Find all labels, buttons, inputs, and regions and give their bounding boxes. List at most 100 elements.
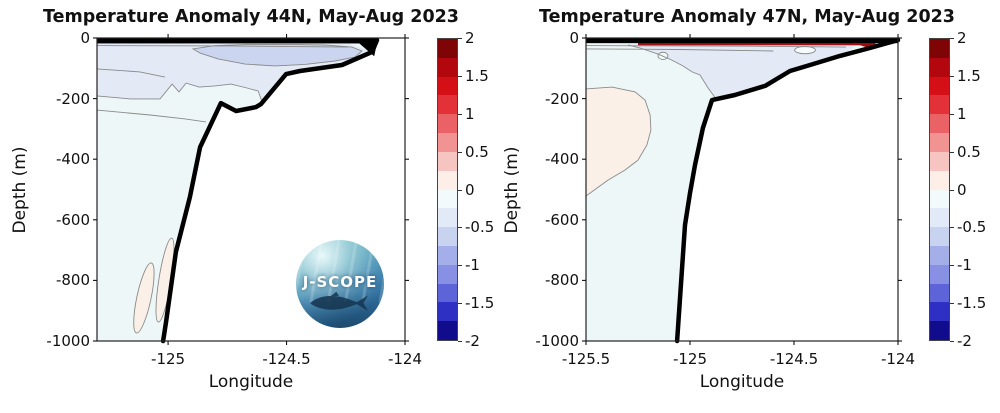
colorbar-tick-mark bbox=[950, 113, 954, 115]
colorbar-segment bbox=[930, 76, 949, 96]
colorbar-tick-label: 1 bbox=[957, 104, 967, 123]
colorbar-tick-mark bbox=[950, 341, 954, 342]
colorbar-segment bbox=[930, 283, 949, 303]
colorbar-tick-mark bbox=[458, 113, 462, 115]
colorbar-tick-label: -1 bbox=[957, 256, 972, 275]
bathymetry-line bbox=[160, 37, 380, 344]
colorbar-tick-label: 0 bbox=[465, 180, 475, 199]
colorbar-segment bbox=[930, 151, 949, 171]
colorbar-tick-mark bbox=[458, 189, 462, 191]
colorbar-tick-mark bbox=[950, 227, 954, 229]
colorbar-tick-label: -1 bbox=[465, 256, 480, 275]
colorbar-segment bbox=[930, 95, 949, 115]
y-tick-label: -1000 bbox=[46, 332, 90, 350]
colorbar-segment bbox=[438, 321, 457, 340]
anomaly-contour-ellipse bbox=[133, 262, 155, 334]
colorbar-tick-mark bbox=[950, 38, 954, 39]
contour-line bbox=[585, 86, 652, 197]
x-tick-label: -125 bbox=[672, 350, 708, 368]
x-axis-label-right: Longitude bbox=[699, 372, 785, 392]
colorbar-segment bbox=[438, 133, 457, 152]
colorbar bbox=[437, 38, 458, 341]
colorbar-segment bbox=[438, 283, 457, 303]
y-axis-label-left: Depth (m) bbox=[10, 146, 30, 234]
colorbar-segment bbox=[930, 245, 949, 265]
y-tick-label: -400 bbox=[544, 150, 579, 169]
x-axis-label-left: Longitude bbox=[208, 372, 294, 392]
colorbar-tick-label: 1 bbox=[465, 104, 475, 123]
contour-line bbox=[96, 82, 263, 102]
y-tick-label: -600 bbox=[544, 210, 579, 229]
colorbar-tick-label: 0.5 bbox=[465, 142, 489, 161]
colorbar-tick-mark bbox=[458, 303, 462, 305]
colorbar-segment bbox=[930, 208, 949, 228]
colorbar-segment bbox=[438, 57, 457, 77]
colorbar-tick-mark bbox=[950, 189, 954, 191]
axes-spine bbox=[585, 37, 899, 342]
y-tick-label: -400 bbox=[55, 150, 90, 169]
y-tick-label: 0 bbox=[569, 29, 579, 47]
bathymetry-line bbox=[674, 37, 901, 344]
anomaly-contour-ellipse bbox=[794, 46, 816, 55]
x-tick-label: -124.5 bbox=[262, 350, 311, 368]
logo-text: J-SCOPE bbox=[302, 273, 378, 292]
y-tick-label: -200 bbox=[544, 89, 579, 108]
y-tick-label: -800 bbox=[544, 271, 579, 290]
colorbar bbox=[929, 38, 950, 341]
colorbar-tick-label: 1.5 bbox=[465, 66, 489, 85]
colorbar-segment bbox=[438, 264, 457, 284]
logo-light-rays-icon bbox=[296, 240, 384, 302]
colorbar-tick-mark bbox=[458, 151, 462, 153]
colorbar-tick-label: 2 bbox=[465, 29, 475, 47]
colorbar-tick-label: -2 bbox=[465, 332, 480, 350]
colorbar-segment bbox=[930, 133, 949, 152]
colorbar-tick-mark bbox=[458, 75, 462, 77]
colorbar-segment bbox=[930, 189, 949, 209]
colorbar-tick-label: 2 bbox=[957, 29, 967, 47]
colorbar-tick-label: 1.5 bbox=[957, 66, 981, 85]
contour-line bbox=[627, 44, 717, 100]
colorbar-segment bbox=[930, 39, 949, 58]
surface-contour-band bbox=[586, 38, 898, 44]
colorbar-tick-label: -1.5 bbox=[465, 294, 495, 313]
colorbar-tick-mark bbox=[458, 38, 462, 39]
axes-spine bbox=[96, 37, 406, 342]
x-tick-label: -124.5 bbox=[769, 350, 819, 368]
contour-line bbox=[96, 109, 207, 123]
y-tick-label: -600 bbox=[55, 210, 90, 229]
colorbar-tick-mark bbox=[458, 341, 462, 342]
anomaly-region bbox=[618, 44, 859, 99]
contour-line bbox=[585, 45, 847, 48]
colorbar-tick-label: -2 bbox=[957, 332, 972, 350]
colorbar-tick-mark bbox=[950, 151, 954, 153]
colorbar-tick-label: -0.5 bbox=[465, 218, 495, 237]
colorbar-tick-mark bbox=[950, 265, 954, 267]
y-tick-label: -200 bbox=[55, 89, 90, 108]
colorbar-tick-label: -0.5 bbox=[957, 218, 987, 237]
colorbar-tick-mark bbox=[458, 265, 462, 267]
panel-title-44n: Temperature Anomaly 44N, May-Aug 2023 bbox=[43, 7, 459, 27]
contour-line bbox=[96, 68, 166, 78]
colorbar-segment bbox=[438, 170, 457, 190]
colorbar-segment bbox=[930, 170, 949, 190]
x-tick-label: -125.5 bbox=[561, 350, 611, 368]
ocean-background bbox=[586, 38, 898, 341]
surface-contour-band bbox=[97, 38, 378, 44]
colorbar-segment bbox=[930, 114, 949, 134]
fish-icon bbox=[310, 291, 369, 311]
colorbar-segment bbox=[930, 57, 949, 77]
colorbar-segment bbox=[438, 302, 457, 322]
colorbar-tick-mark bbox=[950, 303, 954, 305]
anomaly-region bbox=[586, 87, 651, 196]
colorbar-segment bbox=[930, 227, 949, 246]
colorbar-segment bbox=[438, 76, 457, 96]
colorbar-segment bbox=[438, 245, 457, 265]
colorbar-tick-label: 0.5 bbox=[957, 142, 981, 161]
colorbar-segment bbox=[930, 321, 949, 340]
colorbar-segment bbox=[930, 302, 949, 322]
x-tick-label: -124 bbox=[880, 350, 916, 368]
x-tick-label: -125 bbox=[151, 350, 186, 368]
colorbar-segment bbox=[438, 208, 457, 228]
